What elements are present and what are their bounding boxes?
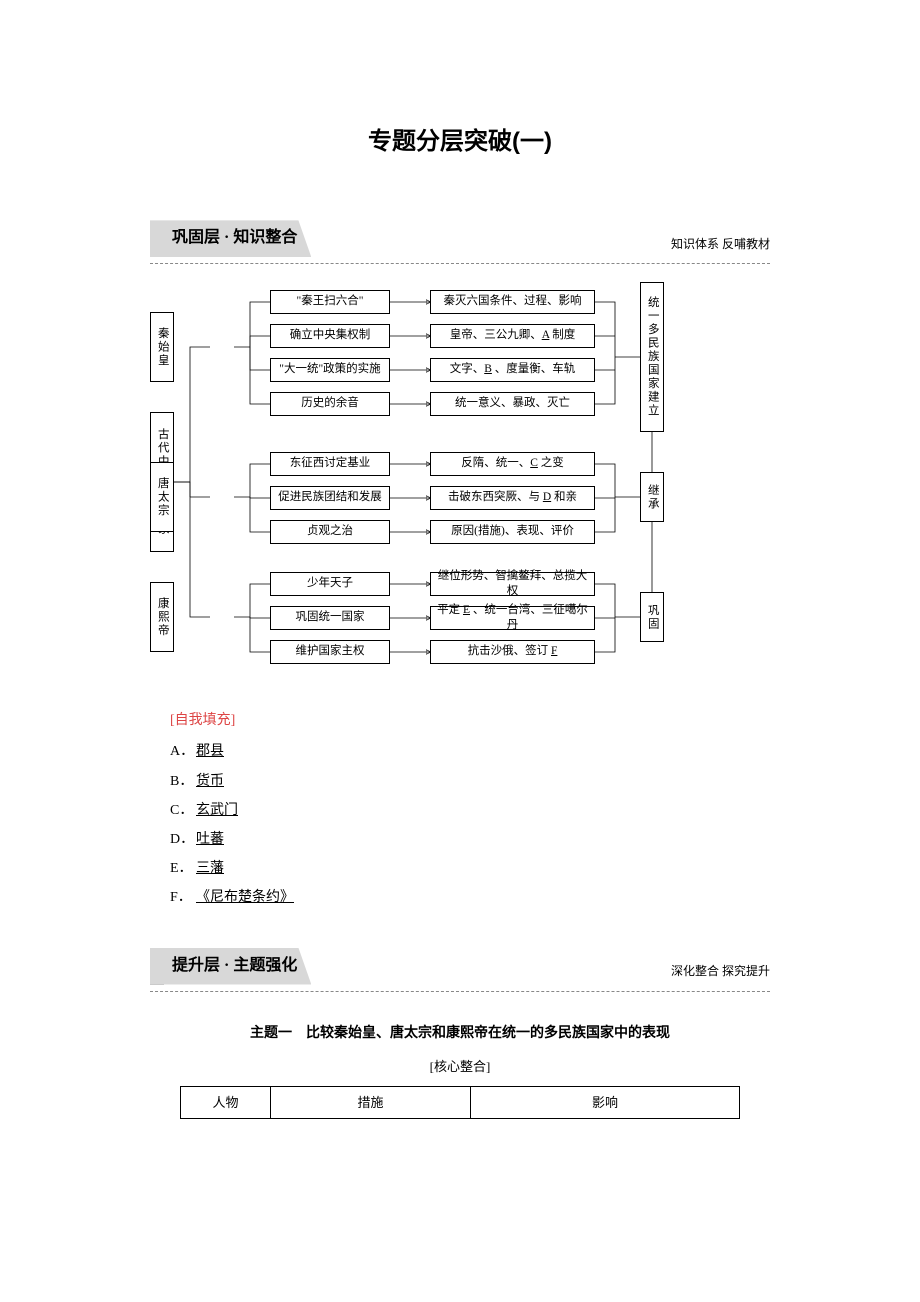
diagram-qin-mid-1: 确立中央集权制 bbox=[270, 324, 390, 348]
t: 抗击沙俄、签订 bbox=[468, 645, 551, 657]
diagram-qin-right-1: 皇帝、三公九卿、A 制度 bbox=[430, 324, 595, 348]
fillin-item: C．玄武门 bbox=[170, 798, 770, 823]
diagram-qin-mid-0: "秦王扫六合" bbox=[270, 290, 390, 314]
diagram-qin-mid-2: "大一统"政策的实施 bbox=[270, 358, 390, 382]
compare-table: 人物 措施 影响 bbox=[180, 1086, 740, 1119]
fillin-letter: C． bbox=[170, 798, 196, 823]
table-header: 措施 bbox=[271, 1087, 471, 1119]
diagram-tang-mid-2: 贞观之治 bbox=[270, 520, 390, 544]
diagram-right-consolidate: 巩固 bbox=[640, 592, 664, 642]
t: 反隋、统一、 bbox=[461, 457, 530, 469]
diagram-right-establish: 统一多民族国家建立 bbox=[640, 282, 664, 432]
banner2-right-label: 深化整合 探究提升 bbox=[671, 961, 770, 983]
t: 和亲 bbox=[551, 491, 577, 503]
banner2-divider bbox=[150, 991, 770, 992]
fillin-answer: 《尼布楚条约》 bbox=[196, 890, 294, 905]
t: 文字、 bbox=[450, 363, 485, 375]
fillin-letter: E． bbox=[170, 856, 196, 881]
fillin-answer: 货币 bbox=[196, 774, 224, 789]
diagram-kang-right-0: 继位形势、智擒鳌拜、总揽大权 bbox=[430, 572, 595, 596]
banner1-right-label: 知识体系 反哺教材 bbox=[671, 234, 770, 256]
t: 击破东西突厥、与 bbox=[448, 491, 543, 503]
diagram-kang-mid-1: 巩固统一国家 bbox=[270, 606, 390, 630]
diagram-tang-right-0: 反隋、统一、C 之变 bbox=[430, 452, 595, 476]
fillin-item: E．三藩 bbox=[170, 856, 770, 881]
banner1-title: 巩固层 · 知识整合 bbox=[150, 220, 311, 257]
t: 制度 bbox=[549, 329, 575, 341]
t: 、度量衡、车轨 bbox=[492, 363, 575, 375]
fillin-item: F．《尼布楚条约》 bbox=[170, 885, 770, 910]
diagram-tang-mid-0: 东征西讨定基业 bbox=[270, 452, 390, 476]
blank-d: D bbox=[543, 491, 551, 503]
diagram-qin-right-0: 秦灭六国条件、过程、影响 bbox=[430, 290, 595, 314]
fillin-answer: 吐蕃 bbox=[196, 832, 224, 847]
fillin-item: A．郡县 bbox=[170, 739, 770, 764]
fillin-letter: B． bbox=[170, 769, 196, 794]
banner-enhancement: 提升层 · 主题强化 深化整合 探究提升 bbox=[150, 951, 770, 985]
table-header-row: 人物 措施 影响 bbox=[181, 1087, 740, 1119]
t: 皇帝、三公九卿、 bbox=[450, 329, 542, 341]
blank-b: B bbox=[484, 363, 492, 375]
fillin-list: A．郡县 B．货币 C．玄武门 D．吐蕃 E．三藩 F．《尼布楚条约》 bbox=[170, 739, 770, 910]
diagram-tang-right-1: 击破东西突厥、与 D 和亲 bbox=[430, 486, 595, 510]
fillin-item: D．吐蕃 bbox=[170, 827, 770, 852]
diagram-qin-right-3: 统一意义、暴政、灭亡 bbox=[430, 392, 595, 416]
hierarchy-diagram: 古代中国的政治家 秦始皇 唐太宗 康熙帝 "秦王扫六合" 秦灭六国条件、过程、影… bbox=[150, 282, 790, 692]
banner2-title: 提升层 · 主题强化 bbox=[150, 948, 311, 985]
banner-consolidation: 巩固层 · 知识整合 知识体系 反哺教材 bbox=[150, 223, 770, 257]
t: 平定 bbox=[437, 604, 463, 616]
fillin-answer: 郡县 bbox=[196, 744, 224, 759]
fillin-item: B．货币 bbox=[170, 769, 770, 794]
diagram-qin-right-2: 文字、B 、度量衡、车轨 bbox=[430, 358, 595, 382]
topic-heading: 主题一 比较秦始皇、唐太宗和康熙帝在统一的多民族国家中的表现 bbox=[150, 1020, 770, 1045]
diagram-kang-right-1: 平定 E 、统一台湾、三征噶尔丹 bbox=[430, 606, 595, 630]
t: 之变 bbox=[538, 457, 564, 469]
diagram-kang-mid-0: 少年天子 bbox=[270, 572, 390, 596]
blank-c: C bbox=[530, 457, 538, 469]
diagram-person-tang: 唐太宗 bbox=[150, 462, 174, 532]
t: 、统一台湾、三征噶尔丹 bbox=[470, 604, 588, 632]
blank-e: E bbox=[463, 604, 470, 616]
fillin-heading: [自我填充] bbox=[170, 708, 770, 733]
diagram-person-qin: 秦始皇 bbox=[150, 312, 174, 382]
diagram-tang-right-2: 原因(措施)、表现、评价 bbox=[430, 520, 595, 544]
fillin-letter: D． bbox=[170, 827, 196, 852]
diagram-right-inherit: 继承 bbox=[640, 472, 664, 522]
fillin-letter: F． bbox=[170, 885, 196, 910]
fillin-letter: A． bbox=[170, 739, 196, 764]
fillin-answer: 玄武门 bbox=[196, 803, 238, 818]
table-header: 影响 bbox=[471, 1087, 740, 1119]
topic-subcaption: [核心整合] bbox=[150, 1055, 770, 1078]
diagram-kang-mid-2: 维护国家主权 bbox=[270, 640, 390, 664]
diagram-kang-right-2: 抗击沙俄、签订 F bbox=[430, 640, 595, 664]
diagram-tang-mid-1: 促进民族团结和发展 bbox=[270, 486, 390, 510]
diagram-person-kang: 康熙帝 bbox=[150, 582, 174, 652]
diagram-qin-mid-3: 历史的余音 bbox=[270, 392, 390, 416]
page-title: 专题分层突破(一) bbox=[150, 120, 770, 163]
blank-f: F bbox=[551, 645, 557, 657]
table-header: 人物 bbox=[181, 1087, 271, 1119]
banner1-divider bbox=[150, 263, 770, 264]
fillin-answer: 三藩 bbox=[196, 861, 224, 876]
